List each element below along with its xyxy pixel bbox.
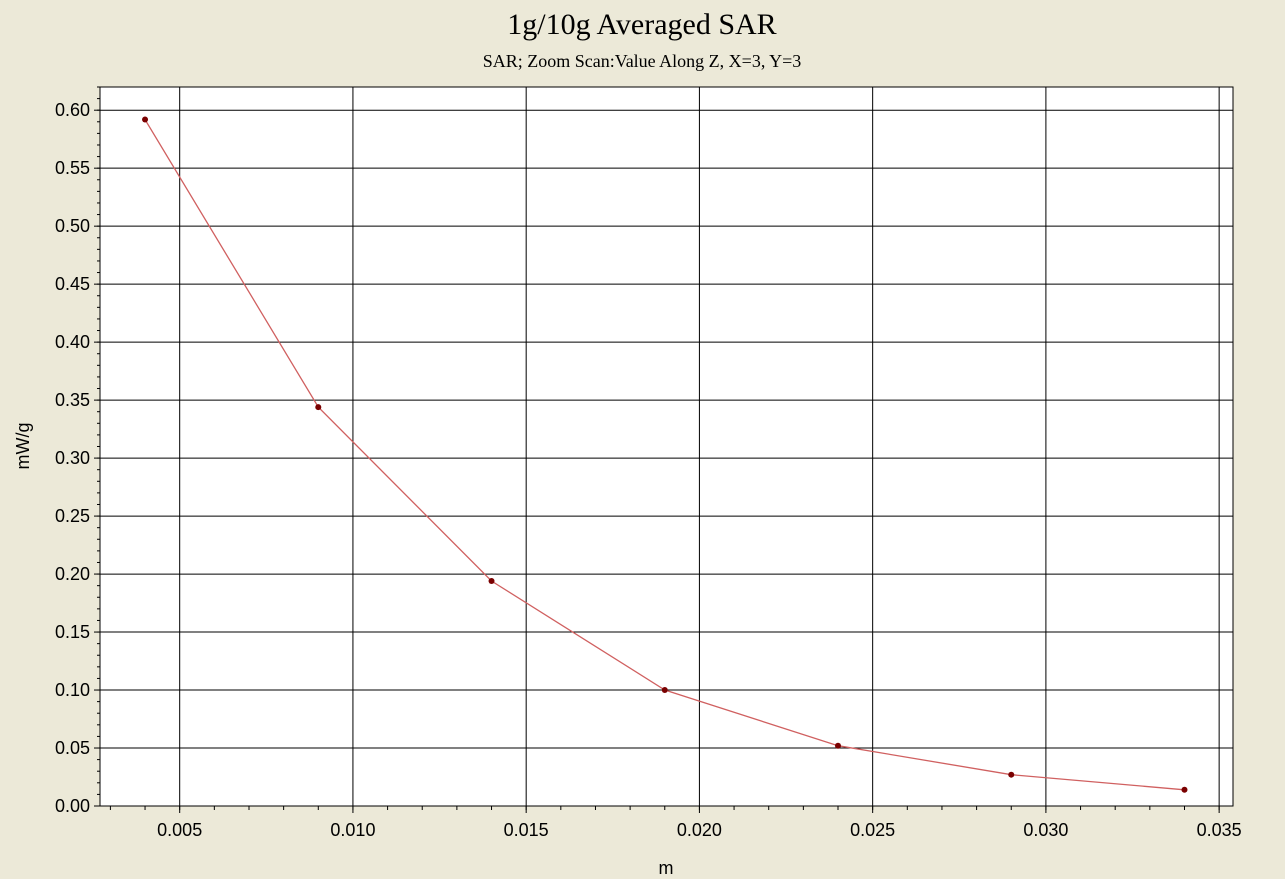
y-tick-label: 0.30 — [55, 448, 90, 468]
y-tick-label: 0.25 — [55, 506, 90, 526]
y-tick-label: 0.15 — [55, 622, 90, 642]
data-point — [142, 116, 149, 123]
y-tick-label: 0.00 — [55, 796, 90, 816]
y-tick-label: 0.35 — [55, 390, 90, 410]
y-tick-label: 0.10 — [55, 680, 90, 700]
chart-subtitle: SAR; Zoom Scan:Value Along Z, X=3, Y=3 — [483, 51, 802, 71]
y-axis-label: mW/g — [13, 423, 33, 470]
chart-title: 1g/10g Averaged SAR — [507, 8, 776, 41]
data-point — [488, 578, 495, 585]
y-tick-label: 0.55 — [55, 158, 90, 178]
data-point — [315, 404, 322, 411]
x-tick-label: 0.035 — [1197, 820, 1242, 840]
y-tick-labels: 0.00 0.05 0.10 0.15 0.20 0.25 0.30 0.35 0.40 0.45… — [55, 100, 90, 816]
grid-lines — [100, 87, 1233, 807]
x-tick-label: 0.020 — [677, 820, 722, 840]
y-tick-label: 0.40 — [55, 332, 90, 352]
data-point — [661, 687, 668, 694]
data-point — [1181, 786, 1188, 793]
y-tick-label: 0.45 — [55, 274, 90, 294]
x-tick-label: 0.015 — [504, 820, 549, 840]
data-point — [1008, 771, 1015, 778]
axis-ticks — [94, 86, 1220, 813]
plot-area — [99, 86, 1234, 807]
x-tick-label: 0.010 — [330, 820, 375, 840]
x-tick-label: 0.025 — [850, 820, 895, 840]
data-series — [142, 116, 1188, 793]
x-tick-labels: 0.005 0.010 0.015 0.020 0.025 0.030 0.035 — [157, 820, 1241, 840]
x-tick-label: 0.030 — [1023, 820, 1068, 840]
y-tick-label: 0.20 — [55, 564, 90, 584]
data-point — [835, 742, 842, 749]
x-axis-label: m — [659, 858, 674, 878]
y-tick-label: 0.60 — [55, 100, 90, 120]
y-tick-label: 0.05 — [55, 738, 90, 758]
y-tick-label: 0.50 — [55, 216, 90, 236]
x-tick-label: 0.005 — [157, 820, 202, 840]
